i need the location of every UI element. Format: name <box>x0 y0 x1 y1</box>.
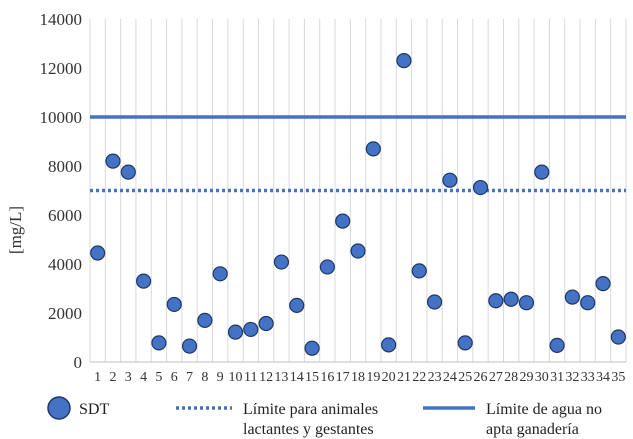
y-tick-label: 6000 <box>48 206 82 225</box>
x-tick-label: 34 <box>596 370 610 385</box>
x-tick-label: 15 <box>305 370 319 385</box>
x-tick-label: 2 <box>109 370 116 385</box>
sdt-point <box>396 53 412 69</box>
sdt-point <box>610 329 626 345</box>
data-points <box>90 53 626 356</box>
x-tick-label: 31 <box>550 370 564 385</box>
sdt-point <box>488 293 504 309</box>
sdt-point <box>212 266 228 282</box>
sdt-point <box>426 294 443 310</box>
y-axis-ticks: 0 2000 4000 6000 8000 10000 12000 14000 <box>40 10 83 372</box>
x-tick-label: 16 <box>320 370 334 385</box>
sdt-point <box>549 337 565 353</box>
sdt-point <box>518 295 535 311</box>
sdt-point <box>457 335 473 351</box>
sdt-point <box>350 243 366 259</box>
x-tick-label: 30 <box>535 370 549 385</box>
legend-label-lactantes: Límite para animales lactantes y gestant… <box>243 401 382 438</box>
y-axis-label: [mg/L] <box>6 206 25 254</box>
x-tick-label: 18 <box>351 370 365 385</box>
sdt-point <box>381 337 397 353</box>
sdt-point <box>580 295 596 311</box>
x-tick-label: 32 <box>565 370 579 385</box>
x-tick-label: 5 <box>155 370 162 385</box>
x-tick-label: 19 <box>366 370 380 385</box>
legend-label-sdt: SDT <box>79 401 109 418</box>
x-tick-label: 28 <box>504 370 518 385</box>
x-tick-label: 35 <box>611 370 625 385</box>
sdt-point <box>227 324 244 340</box>
sdt-point <box>472 179 489 196</box>
x-tick-label: 7 <box>186 370 193 385</box>
sdt-point <box>289 297 305 314</box>
x-tick-label: 11 <box>244 370 257 385</box>
sdt-point <box>181 338 198 354</box>
y-tick-label: 10000 <box>40 108 83 127</box>
sdt-point <box>564 289 581 305</box>
x-tick-label: 22 <box>412 370 426 385</box>
sdt-point <box>197 312 213 328</box>
sdt-point <box>273 254 290 270</box>
sdt-point <box>136 273 152 289</box>
sdt-point <box>335 213 351 229</box>
sdt-point <box>365 141 381 157</box>
x-tick-label: 20 <box>382 370 396 385</box>
y-tick-label: 0 <box>74 353 83 372</box>
x-tick-label: 33 <box>581 370 595 385</box>
y-tick-label: 4000 <box>48 255 82 274</box>
sdt-point <box>503 291 519 307</box>
x-tick-label: 26 <box>474 370 488 385</box>
y-tick-label: 2000 <box>48 304 82 323</box>
sdt-point <box>90 245 106 261</box>
sdt-point <box>258 315 274 332</box>
x-tick-label: 3 <box>125 370 132 385</box>
sdt-point <box>105 153 121 169</box>
sdt-point <box>411 263 427 279</box>
sdt-point <box>166 296 182 313</box>
x-tick-label: 9 <box>217 370 224 385</box>
legend-label-no-apta: Límite de agua no apta ganadería <box>486 401 606 438</box>
x-tick-label: 8 <box>201 370 208 385</box>
x-tick-label: 17 <box>336 370 350 385</box>
sdt-point <box>534 164 550 180</box>
x-tick-label: 6 <box>171 370 178 385</box>
x-tick-label: 27 <box>489 370 503 385</box>
sdt-point <box>304 340 320 356</box>
x-tick-label: 14 <box>290 370 304 385</box>
x-tick-label: 1 <box>94 370 101 385</box>
x-tick-label: 29 <box>519 370 533 385</box>
x-tick-label: 23 <box>428 370 442 385</box>
x-tick-label: 25 <box>458 370 472 385</box>
sdt-point <box>319 259 335 275</box>
sdt-point <box>120 164 136 180</box>
x-tick-label: 13 <box>274 370 288 385</box>
legend: SDT Límite para animales lactantes y ges… <box>47 396 606 438</box>
x-axis-ticks: 1 2 3 4 5 6 7 8 9 10 11 12 13 14 15 16 17 18 19 20 21 22 23 24 2… <box>94 370 625 385</box>
y-tick-label: 8000 <box>48 157 82 176</box>
y-tick-label: 14000 <box>40 10 83 29</box>
legend-marker-sdt <box>47 396 71 420</box>
sdt-point <box>151 335 167 351</box>
sdt-point <box>243 321 259 338</box>
x-tick-label: 24 <box>443 370 457 385</box>
x-tick-label: 21 <box>397 370 411 385</box>
x-tick-label: 10 <box>228 370 242 385</box>
sdt-point <box>595 276 611 292</box>
reference-lines <box>90 115 626 193</box>
y-tick-label: 12000 <box>40 59 83 78</box>
sdt-point <box>442 172 458 188</box>
x-tick-label: 12 <box>259 370 273 385</box>
x-tick-label: 4 <box>140 370 147 385</box>
